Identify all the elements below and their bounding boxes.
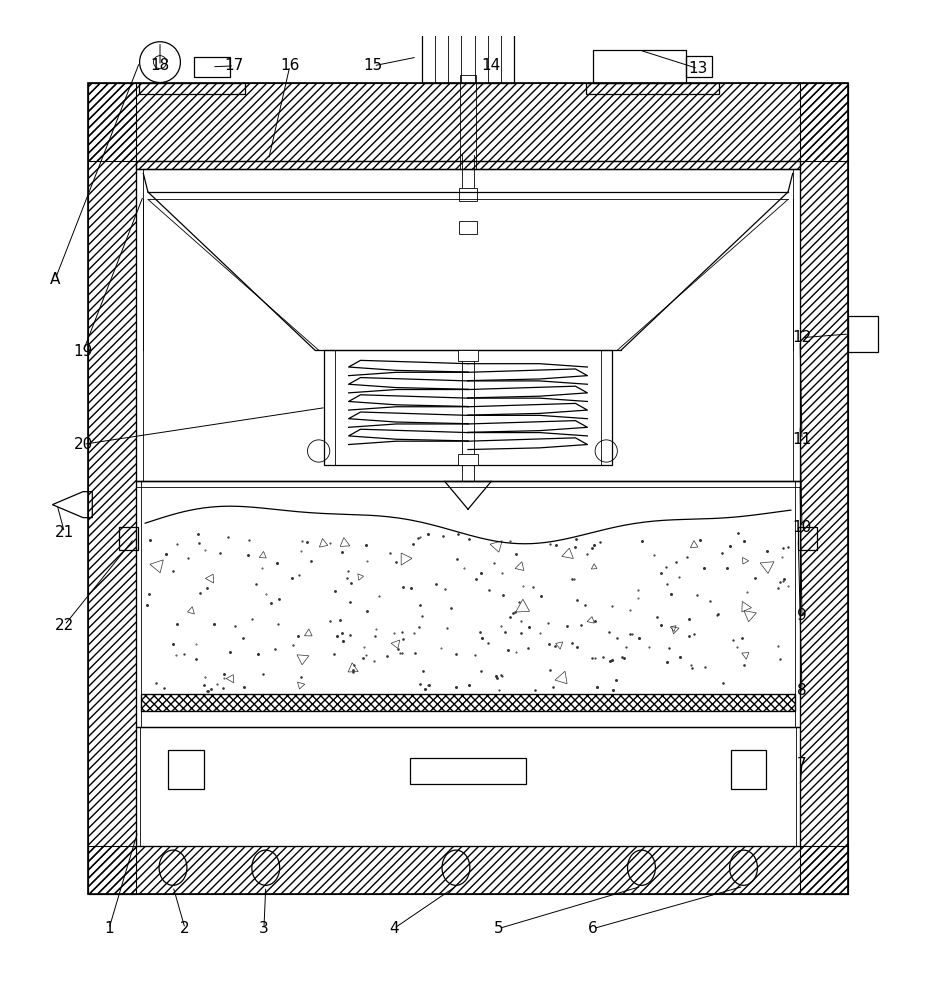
- Bar: [586, 83, 720, 94]
- Bar: [195, 57, 229, 77]
- Bar: [141, 481, 795, 727]
- Bar: [88, 83, 136, 894]
- Text: 11: 11: [793, 432, 812, 447]
- Bar: [140, 694, 796, 711]
- Text: 8: 8: [797, 683, 807, 698]
- Bar: [458, 350, 478, 361]
- Text: 12: 12: [793, 330, 812, 345]
- Bar: [168, 750, 204, 789]
- Bar: [136, 161, 800, 169]
- Text: 3: 3: [259, 921, 269, 936]
- Bar: [411, 758, 525, 784]
- Bar: [730, 750, 766, 789]
- Bar: [335, 350, 601, 465]
- Bar: [136, 161, 800, 169]
- Text: 16: 16: [280, 58, 300, 73]
- Text: 2: 2: [181, 921, 190, 936]
- Bar: [139, 727, 797, 846]
- Bar: [459, 188, 477, 201]
- Text: 14: 14: [481, 58, 501, 73]
- Bar: [136, 481, 800, 727]
- Bar: [119, 527, 138, 550]
- Text: 6: 6: [589, 921, 598, 936]
- Bar: [429, 15, 507, 32]
- Bar: [421, 32, 515, 83]
- Text: 19: 19: [73, 344, 93, 359]
- Bar: [593, 50, 686, 83]
- Bar: [458, 454, 478, 465]
- Text: 9: 9: [797, 608, 807, 623]
- Text: 15: 15: [364, 58, 383, 73]
- Bar: [686, 56, 712, 77]
- Bar: [440, 4, 496, 15]
- Text: 4: 4: [389, 921, 399, 936]
- Bar: [143, 169, 793, 481]
- Bar: [88, 83, 848, 894]
- Bar: [459, 221, 477, 234]
- Bar: [136, 727, 800, 846]
- Bar: [800, 83, 848, 894]
- Text: 13: 13: [688, 61, 708, 76]
- Text: 1: 1: [104, 921, 114, 936]
- Text: 10: 10: [793, 520, 812, 535]
- Bar: [136, 169, 800, 481]
- Text: 21: 21: [55, 525, 74, 540]
- Bar: [140, 694, 796, 711]
- Text: 17: 17: [225, 58, 244, 73]
- Bar: [324, 350, 612, 465]
- Text: 7: 7: [797, 757, 807, 772]
- Text: 22: 22: [55, 618, 74, 633]
- Bar: [848, 316, 878, 352]
- Bar: [139, 83, 245, 94]
- Bar: [798, 527, 817, 550]
- Bar: [88, 846, 848, 894]
- Text: 5: 5: [494, 921, 504, 936]
- Bar: [88, 83, 848, 161]
- Text: A: A: [50, 272, 61, 287]
- Text: 20: 20: [73, 437, 93, 452]
- Bar: [460, 75, 476, 169]
- Text: 18: 18: [151, 58, 169, 73]
